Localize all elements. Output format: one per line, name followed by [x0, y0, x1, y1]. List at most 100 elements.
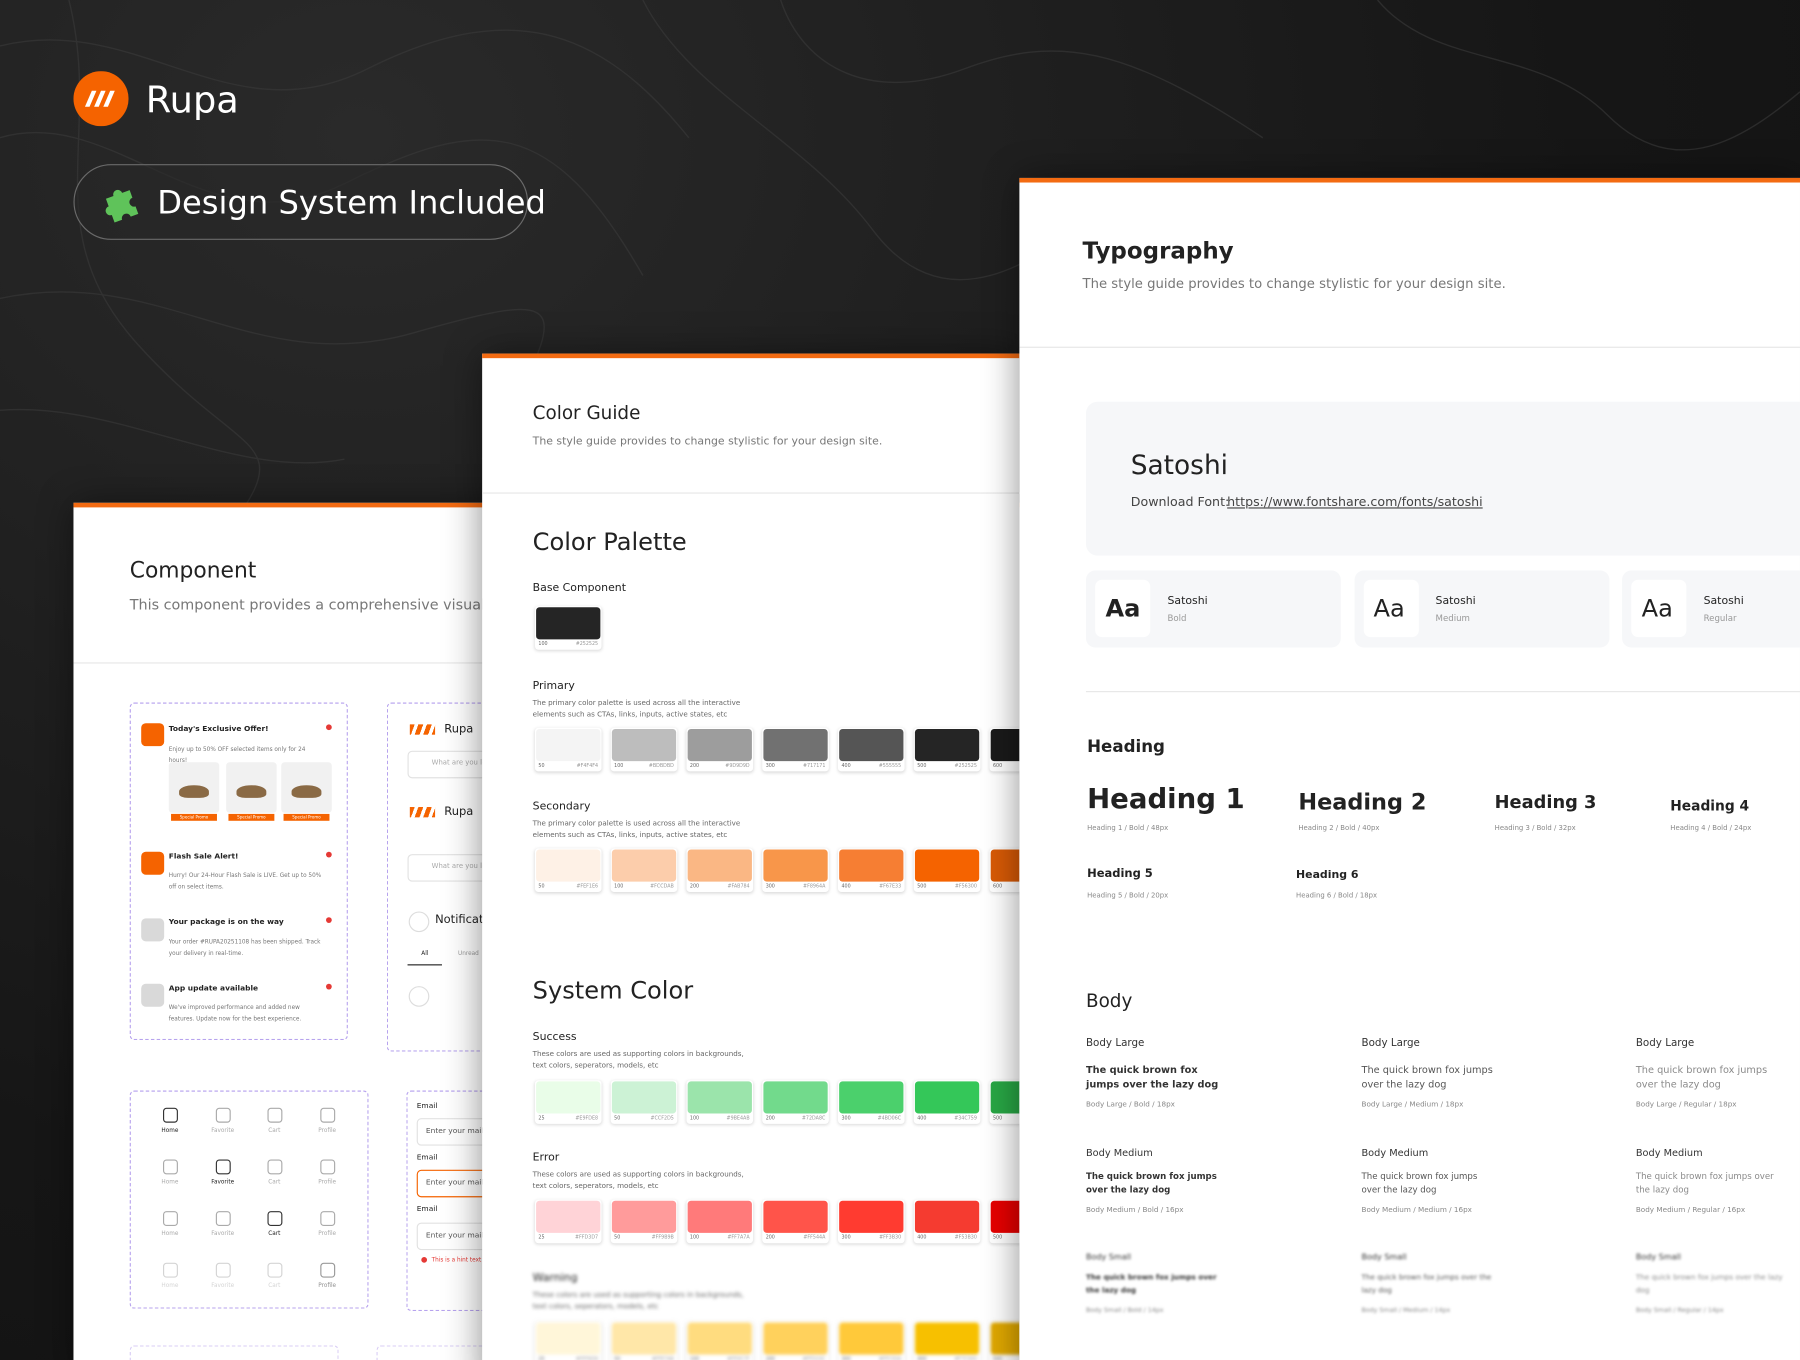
swatch-step: 400 [917, 1234, 927, 1241]
badge-text: Design System Included [157, 183, 546, 222]
group-title: Error [532, 1151, 560, 1165]
swatch-color [839, 1081, 904, 1114]
swatch-step: 50 [614, 1115, 621, 1121]
swatch-hex: #252525 [575, 641, 599, 647]
glyph-box [1095, 579, 1151, 638]
panel-subtitle: The style guide provides to change styli… [532, 435, 883, 448]
swatch-color [611, 849, 677, 882]
body-caption: Body Small / Regular / 14px [1635, 1307, 1724, 1314]
body-sample: The quick brown fox jumps over the lazy … [1085, 1171, 1217, 1196]
swatch-step: 500 [992, 1115, 1003, 1121]
swatch-hex: #FFD15C [802, 1356, 826, 1360]
swatch-step: 25 [538, 1115, 545, 1121]
body-label: Body Small [1635, 1252, 1682, 1262]
group-description: These colors are used as supporting colo… [532, 1291, 744, 1311]
unread-dot [326, 851, 332, 858]
nav-icon [163, 1159, 178, 1175]
swatch-color [990, 728, 1020, 762]
swatch-step: 400 [841, 883, 851, 889]
heading-caption: Heading 3 / Bold / 32px [1494, 824, 1576, 833]
notification-icon [141, 918, 165, 942]
input-label: Email [416, 1100, 438, 1111]
swatch-step: 200 [689, 762, 700, 769]
group-description: The primary color palette is used across… [532, 699, 741, 719]
body-sample: The quick brown fox jumps over the lazy … [1085, 1064, 1219, 1091]
swatch-hex: #E9FDE8 [575, 1115, 599, 1121]
typography-panel: Typography The style guide provides to ch… [1019, 177, 1800, 1360]
badge-icon [105, 189, 139, 223]
nav-icon [267, 1107, 283, 1123]
swatch-hex: #FFC93A [878, 1356, 902, 1360]
swatch-step: 600 [992, 762, 1003, 769]
tab: Unread [458, 950, 479, 958]
swatch-step: 200 [765, 1356, 775, 1360]
notification-title: Today's Exclusive Offer! [168, 724, 269, 734]
notification-title: App update available [168, 983, 259, 993]
swatch-color [990, 849, 1020, 882]
heading-caption: Heading 2 / Bold / 40px [1298, 824, 1380, 833]
notification-text: Your order #RUPA20251108 has been shippe… [168, 938, 321, 958]
promo-button: Special Promo [228, 813, 275, 821]
body-sample: The quick brown fox jumps over the lazy … [1361, 1274, 1492, 1295]
swatch-step: 50 [538, 762, 545, 769]
heading-caption: Heading 5 / Bold / 20px [1087, 892, 1169, 901]
hint-dot [421, 1257, 428, 1263]
group-title: Base Component [532, 582, 626, 595]
swatch-hex: #FF9B9B [651, 1234, 674, 1241]
nav-label: Favorite [211, 1282, 235, 1290]
swatch-step: 300 [841, 1115, 851, 1121]
notification-card [129, 702, 348, 1041]
notification-icon [141, 851, 165, 875]
body-label: Body Medium [1361, 1147, 1429, 1160]
swatch-color [536, 728, 601, 762]
body-label: Body Large [1085, 1038, 1145, 1050]
nav-label: Profile [318, 1282, 337, 1290]
search-placeholder: What are you looking for? [431, 862, 521, 871]
swatch-hex: #F53B30 [954, 1234, 977, 1241]
body-label: Body Large [1635, 1038, 1695, 1050]
heading-sample: Heading 4 [1670, 797, 1750, 814]
swatch-hex: #9D9D9D [725, 762, 750, 769]
heading-caption: Heading 6 / Bold / 18px [1296, 892, 1378, 901]
body-label: Body Small [1085, 1252, 1132, 1262]
nav-icon [267, 1159, 283, 1175]
swatch-hex: #FFF6D9 [575, 1356, 599, 1360]
nav-icon [267, 1262, 283, 1278]
swatch-color [536, 849, 601, 882]
swatch-step: 25 [538, 1234, 545, 1241]
swatch-step: 100 [614, 762, 624, 769]
swatch-step: 100 [689, 1234, 700, 1241]
divider [1085, 691, 1800, 693]
nav-label: Cart [268, 1230, 281, 1238]
divider [482, 492, 1020, 494]
swatch-color [763, 728, 828, 762]
group-title: Secondary [532, 800, 591, 813]
product-shoe [236, 785, 267, 798]
body-sample: The quick brown fox jumps over the lazy … [1635, 1274, 1783, 1295]
notification-icon [141, 723, 165, 747]
swatch-color [687, 1200, 752, 1233]
nav-icon [267, 1211, 283, 1227]
swatch-step: 500 [917, 883, 927, 889]
panel-subtitle: This component provides a comprehensive … [129, 596, 530, 614]
product-shoe [291, 785, 322, 798]
body-caption: Body Small / Bold / 14px [1085, 1307, 1164, 1314]
body-caption: Body Large / Medium / 18px [1361, 1101, 1464, 1110]
body-caption: Body Large / Bold / 18px [1085, 1101, 1175, 1110]
swatch-step: 200 [765, 1234, 775, 1241]
swatch-color [763, 1322, 828, 1355]
nav-label: Favorite [211, 1230, 235, 1238]
swatch-color [611, 1200, 677, 1233]
product-shoe [179, 785, 209, 798]
swatch-color [990, 1322, 1020, 1355]
heading-sample: Heading 3 [1494, 792, 1597, 814]
nav-icon [320, 1211, 336, 1227]
swatch-color [839, 1322, 904, 1355]
swatch-hex: #555555 [878, 762, 902, 769]
swatch-hex: #F67E33 [879, 883, 902, 889]
unread-dot [326, 917, 332, 923]
unread-dot [326, 724, 332, 731]
nav-icon [320, 1262, 336, 1278]
panel-title: Component [129, 558, 257, 584]
swatch-color [611, 728, 677, 762]
